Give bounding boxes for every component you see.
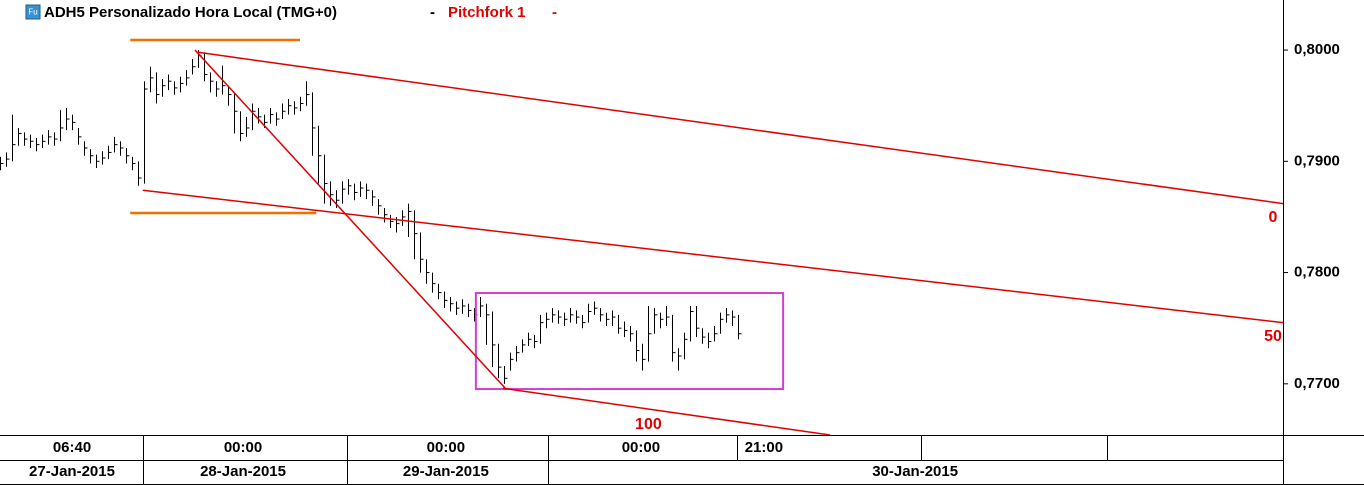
- instrument-icon: [25, 4, 41, 20]
- plot-area: [0, 38, 1283, 435]
- x-axis-dividers: [143, 435, 1108, 485]
- y-tick-label: 0,7900: [1294, 152, 1340, 169]
- y-tick-label: 0,8000: [1294, 41, 1340, 58]
- icon-label: Fu: [28, 8, 37, 17]
- pitchfork-level-label: 50: [1264, 328, 1282, 345]
- title-separator: -: [430, 4, 435, 21]
- y-tick-label: 0,7700: [1294, 375, 1340, 392]
- pitchfork-level-label: 100: [635, 416, 662, 433]
- range-box: [474, 292, 785, 391]
- x-tick-label: 00:00: [622, 439, 660, 456]
- indicator-separator: -: [552, 4, 557, 21]
- x-tick-label: 06:40: [53, 439, 91, 456]
- date-tick-label: 28-Jan-2015: [200, 463, 286, 480]
- x-tick-label: 21:00: [745, 439, 783, 456]
- pitchfork-line: [197, 51, 1283, 205]
- x-tick-label: 00:00: [427, 439, 465, 456]
- chart-title: ADH5 Personalizado Hora Local (TMG+0): [44, 4, 337, 21]
- pitchfork-level-label: 0: [1269, 209, 1278, 226]
- date-tick-label: 29-Jan-2015: [403, 463, 489, 480]
- indicator-name: Pitchfork 1: [448, 4, 526, 21]
- pitchfork-handle: [194, 49, 506, 389]
- date-tick-label: 30-Jan-2015: [872, 463, 958, 480]
- x-tick-label: 00:00: [224, 439, 262, 456]
- pitchfork-line: [502, 387, 831, 435]
- y-tick-label: 0,7800: [1294, 264, 1340, 281]
- pitchfork-line: [142, 189, 1283, 324]
- date-tick-label: 27-Jan-2015: [29, 463, 115, 480]
